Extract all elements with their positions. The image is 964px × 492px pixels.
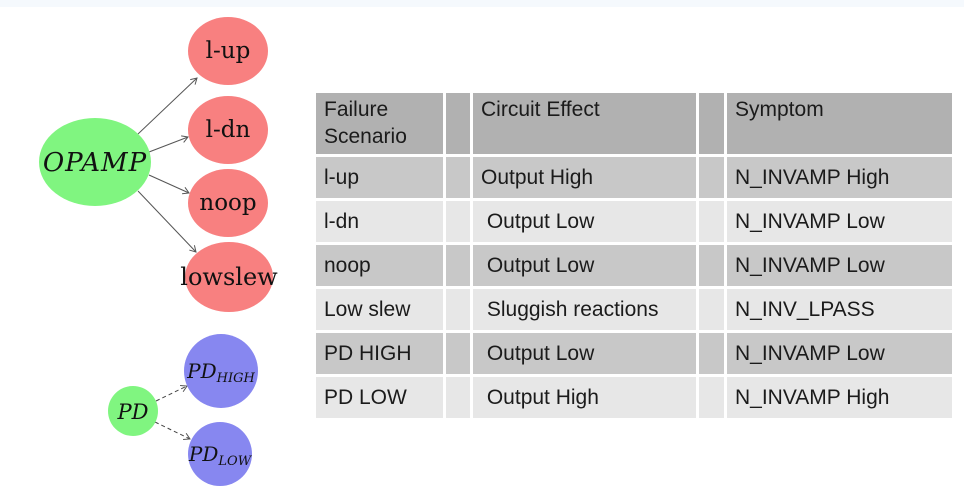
top-strip xyxy=(0,0,964,7)
pd-arrows xyxy=(154,384,191,441)
node-lowslew-label: lowslew xyxy=(180,263,278,291)
cell-failure-scenario: PD HIGH xyxy=(316,333,443,374)
node-l-up xyxy=(188,17,268,85)
failure-scenario-table: Failure Scenario Circuit Effect Symptom … xyxy=(313,90,955,421)
cell-symptom: N_INV_LPASS xyxy=(727,289,952,330)
cell-spacer xyxy=(446,245,470,286)
header-spacer-2 xyxy=(699,93,724,154)
pd-high-subscript: HIGH xyxy=(216,371,256,386)
cell-spacer xyxy=(699,245,724,286)
header-circuit-effect: Circuit Effect xyxy=(473,93,696,154)
node-l-dn xyxy=(188,96,268,164)
header-spacer-1 xyxy=(446,93,470,154)
arrow-opamp-to-l-up xyxy=(137,77,198,135)
cell-symptom: N_INVAMP High xyxy=(727,377,952,418)
cell-spacer xyxy=(699,289,724,330)
cell-failure-scenario: Low slew xyxy=(316,289,443,330)
cell-failure-scenario: l-up xyxy=(316,157,443,198)
pd-low-base: PD xyxy=(188,442,219,466)
cell-spacer xyxy=(699,201,724,242)
cell-circuit-effect: Output Low xyxy=(473,245,696,286)
node-lowslew xyxy=(185,242,273,312)
node-pd-high-label: PDHIGH xyxy=(186,359,255,386)
arrow-opamp-to-l-dn xyxy=(148,135,189,153)
node-pd-low-label: PDLOW xyxy=(188,442,253,469)
node-noop-label: noop xyxy=(199,190,256,216)
node-opamp-label: OPAMP xyxy=(43,148,147,178)
pd-low-subscript: LOW xyxy=(217,454,252,469)
table-row: l-dn Output Low N_INVAMP Low xyxy=(316,201,952,242)
cell-failure-scenario: PD LOW xyxy=(316,377,443,418)
cell-spacer xyxy=(446,157,470,198)
cell-spacer xyxy=(699,157,724,198)
cell-spacer xyxy=(446,333,470,374)
arrow-opamp-to-lowslew xyxy=(137,190,197,253)
node-l-dn-label: l-dn xyxy=(206,117,251,143)
node-pd xyxy=(108,386,158,436)
node-opamp xyxy=(39,118,151,206)
table-header-row: Failure Scenario Circuit Effect Symptom xyxy=(316,93,952,154)
table-row: l-up Output High N_INVAMP High xyxy=(316,157,952,198)
fault-tree-diagram: OPAMP l-up l-dn noop lowslew PD PDHIGH P… xyxy=(39,17,278,486)
node-l-up-label: l-up xyxy=(206,38,251,64)
cell-circuit-effect: Output High xyxy=(473,157,696,198)
table-row: noop Output Low N_INVAMP Low xyxy=(316,245,952,286)
cell-symptom: N_INVAMP Low xyxy=(727,245,952,286)
opamp-arrows xyxy=(137,77,198,253)
node-pd-low xyxy=(188,422,252,486)
cell-spacer xyxy=(446,377,470,418)
cell-spacer xyxy=(446,201,470,242)
header-symptom: Symptom xyxy=(727,93,952,154)
header-failure-scenario: Failure Scenario xyxy=(316,93,443,154)
table-row: Low slew Sluggish reactions N_INV_LPASS xyxy=(316,289,952,330)
node-pd-high xyxy=(184,334,258,408)
node-noop xyxy=(188,169,268,237)
arrow-pd-to-pd-low xyxy=(154,421,191,441)
cell-symptom: N_INVAMP Low xyxy=(727,201,952,242)
table-row: PD HIGH Output Low N_INVAMP Low xyxy=(316,333,952,374)
cell-symptom: N_INVAMP Low xyxy=(727,333,952,374)
cell-spacer xyxy=(699,377,724,418)
cell-symptom: N_INVAMP High xyxy=(727,157,952,198)
cell-spacer xyxy=(699,333,724,374)
cell-failure-scenario: l-dn xyxy=(316,201,443,242)
cell-circuit-effect: Sluggish reactions xyxy=(473,289,696,330)
cell-circuit-effect: Output High xyxy=(473,377,696,418)
cell-circuit-effect: Output Low xyxy=(473,201,696,242)
pd-high-base: PD xyxy=(186,359,217,383)
cell-spacer xyxy=(446,289,470,330)
arrow-pd-to-pd-high xyxy=(155,384,188,402)
node-pd-label: PD xyxy=(117,400,149,424)
table-row: PD LOW Output High N_INVAMP High xyxy=(316,377,952,418)
arrow-opamp-to-noop xyxy=(148,174,190,195)
cell-failure-scenario: noop xyxy=(316,245,443,286)
cell-circuit-effect: Output Low xyxy=(473,333,696,374)
